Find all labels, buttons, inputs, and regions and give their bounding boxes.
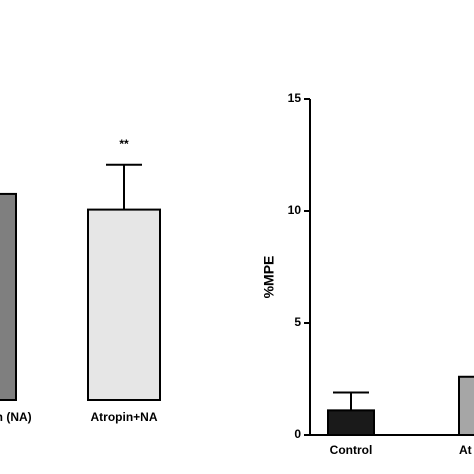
y-tick-label: 0 [294,427,301,441]
y-tick-label: 10 [288,203,302,217]
annotation: ** [119,137,129,151]
x-tick-label: Control [330,443,373,457]
bar [0,192,17,401]
x-tick-label: At [459,443,472,457]
x-tick-label: in (NA) [0,410,32,424]
bar [327,409,375,436]
y-tick-label: 15 [288,91,302,105]
y-tick-label: 5 [294,315,301,329]
x-tick-label: Atropin+NA [91,410,158,424]
bar [458,375,474,437]
bar [87,208,161,401]
y-axis-label: %MPE [261,256,277,299]
